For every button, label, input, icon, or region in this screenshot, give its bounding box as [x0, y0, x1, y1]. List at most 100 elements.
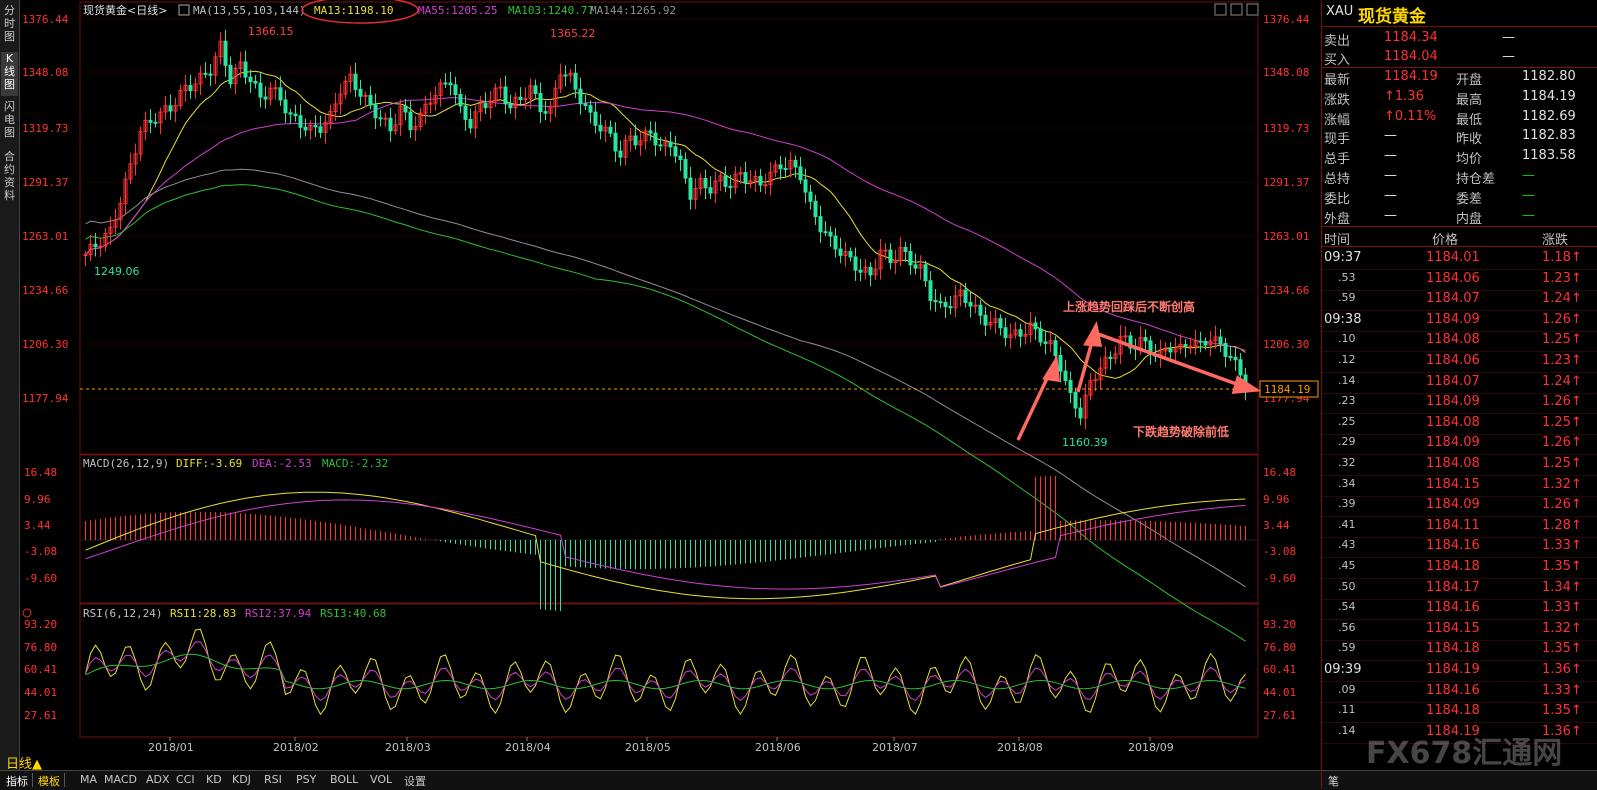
tick-row-divider: [1322, 392, 1597, 394]
tab-contract-info[interactable]: 合约资料: [4, 150, 15, 202]
date-axis-label: 2018/07: [872, 741, 918, 754]
tick-change: 1.24↑: [1542, 373, 1582, 389]
stat-value: 1184.19: [1384, 69, 1438, 84]
rsi-axis-label-left: 76.80: [24, 641, 57, 654]
date-axis-label: 2018/02: [273, 741, 319, 754]
tick-time: .34: [1338, 476, 1356, 490]
tick-row-divider: [1322, 536, 1597, 538]
tab-psy[interactable]: PSY: [296, 773, 317, 786]
candle-body: [958, 289, 963, 297]
candle-body: [558, 74, 563, 89]
candle-body: [748, 180, 753, 184]
tick-row-divider: [1322, 578, 1597, 579]
candle-body: [718, 175, 723, 182]
candle-body: [848, 251, 853, 258]
tick-price: 1184.09: [1426, 311, 1480, 327]
tick-price: 1184.19: [1426, 723, 1480, 739]
price-axis-label-right: 1291.37: [1263, 176, 1309, 189]
candle-body: [398, 105, 403, 126]
candle-body: [798, 166, 803, 181]
rsi-axis-label-left: 93.20: [24, 618, 57, 631]
bottom-indicator-bar: 日线▲ 指标 模板 MA MACD ADX CCI KD KDJ RSI PSY…: [0, 757, 1321, 790]
candle-body: [478, 103, 483, 113]
ma103-line: [85, 184, 1246, 642]
candle-body: [273, 87, 278, 90]
rsi-axis-label-right: 27.61: [1263, 709, 1296, 722]
candle-body: [98, 245, 103, 248]
tick-change: 1.33↑: [1542, 600, 1582, 616]
tab-cci[interactable]: CCI: [176, 773, 195, 786]
ma-settings-icon[interactable]: [178, 4, 190, 16]
tick-time: .54: [1338, 600, 1356, 614]
period-selector[interactable]: 日线▲: [6, 757, 42, 772]
candle-body: [1028, 322, 1033, 335]
high-annotation-2: 1365.22: [550, 27, 596, 40]
candle-body: [563, 74, 568, 77]
candle-body: [948, 306, 953, 309]
tick-row-divider: [1322, 330, 1597, 332]
candle-body: [1103, 356, 1108, 369]
tab-vol[interactable]: VOL: [370, 773, 393, 786]
tick-time: 09:38: [1324, 311, 1362, 327]
kline-chart-area[interactable]: 1376.44 1376.44 1348.08 1348.08 1319.73 1319.…: [20, 0, 1320, 770]
tick-change: 1.36↑: [1542, 662, 1582, 677]
chart-minimize-icon[interactable]: [1214, 3, 1227, 16]
stat-value: ↑0.11%: [1384, 108, 1437, 124]
chart-close-icon[interactable]: [1246, 3, 1259, 16]
stat-label: 涨幅: [1324, 112, 1351, 128]
tab-kdj[interactable]: KDJ: [232, 773, 251, 786]
ma-prefix: MA(13,55,103,144): [193, 4, 306, 17]
downtrend-annotation-text: 下跌趋势破除前低: [1133, 424, 1229, 439]
candle-body: [413, 125, 418, 131]
tick-change: 1.36↑: [1542, 723, 1582, 739]
tick-row-divider: [1322, 516, 1597, 518]
rsi-axis-label-right: 76.80: [1263, 641, 1296, 654]
candle-body: [438, 82, 443, 96]
tick-footer-label[interactable]: 笔: [1328, 775, 1339, 788]
stat-value: 1182.80: [1522, 69, 1576, 84]
tab-flash[interactable]: 闪电图: [4, 100, 15, 139]
tick-price: 1184.08: [1426, 456, 1480, 471]
kline-chart-svg[interactable]: 1376.44 1376.44 1348.08 1348.08 1319.73 1319.…: [20, 0, 1320, 770]
tick-change: 1.24↑: [1542, 291, 1582, 307]
price-axis-label-right: 1319.73: [1263, 122, 1309, 135]
tick-change: 1.32↑: [1542, 620, 1582, 636]
tab-kd[interactable]: KD: [206, 773, 222, 786]
tab-ma[interactable]: MA: [80, 773, 98, 786]
candle-body: [773, 164, 778, 173]
rsi-settings-icon[interactable]: [22, 608, 32, 618]
candle-body: [1213, 336, 1218, 342]
candle-body: [293, 113, 298, 117]
ma13-highlight-circle: [301, 0, 419, 24]
tick-price: 1184.16: [1426, 600, 1480, 616]
candle-body: [378, 117, 383, 120]
tab-indicator[interactable]: 指标: [6, 775, 28, 788]
tab-template[interactable]: 模板: [38, 775, 60, 788]
candle-body: [408, 111, 413, 131]
up-arrow-1-head: [1042, 354, 1060, 383]
stat-label: 均价: [1456, 152, 1483, 168]
tick-row-divider: [1322, 742, 1597, 744]
candle-body: [923, 264, 928, 282]
candle-body: [128, 163, 133, 180]
tab-settings[interactable]: 设置: [404, 775, 426, 788]
tick-row-divider: [1322, 598, 1597, 600]
tab-macd[interactable]: MACD: [104, 773, 137, 786]
tick-time: .14: [1338, 723, 1356, 737]
candle-body: [323, 121, 328, 133]
candle-body: [168, 105, 173, 112]
tab-kline[interactable]: K线图: [1, 52, 18, 96]
tab-boll[interactable]: BOLL: [330, 773, 359, 786]
tick-change: 1.35↑: [1542, 703, 1582, 719]
tab-timeshare[interactable]: 分时图: [4, 4, 15, 43]
tab-adx[interactable]: ADX: [146, 773, 170, 786]
chart-restore-icon[interactable]: [1230, 3, 1243, 16]
candle-body: [618, 150, 623, 158]
candle-body: [598, 124, 603, 132]
candle-body: [1208, 340, 1213, 346]
candle-body: [163, 105, 168, 113]
tab-rsi[interactable]: RSI: [264, 773, 282, 786]
candle-body: [633, 135, 638, 146]
candle-body: [313, 124, 318, 128]
candle-body: [393, 124, 398, 132]
